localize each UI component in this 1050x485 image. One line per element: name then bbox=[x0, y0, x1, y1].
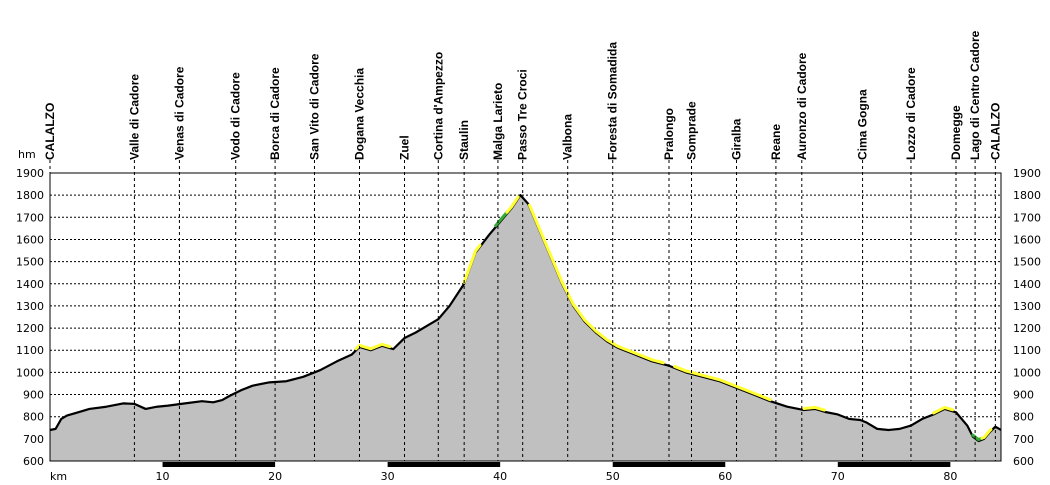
elevation-line bbox=[49, 194, 1002, 443]
y-tick-label-right: 1200 bbox=[1013, 322, 1041, 335]
km-scale-segment bbox=[387, 462, 501, 467]
y-tick-label-left: 1600 bbox=[16, 233, 44, 246]
y-tick-label-left: 1400 bbox=[16, 278, 44, 291]
place-label: Somprade bbox=[685, 101, 699, 160]
y-axis-unit-label: hm bbox=[18, 148, 36, 161]
climb-segment bbox=[673, 364, 772, 402]
x-tick-label: 10 bbox=[156, 470, 170, 483]
place-label: Vodo di Cadore bbox=[229, 72, 243, 160]
climb-segment bbox=[931, 405, 955, 415]
km-scale-segment bbox=[612, 462, 726, 467]
y-tick-label-left: 1700 bbox=[16, 211, 44, 224]
place-label: Borca di Cadore bbox=[268, 67, 282, 160]
y-tick-label-right: 1700 bbox=[1013, 211, 1041, 224]
y-tick-label-left: 1200 bbox=[16, 322, 44, 335]
place-label: Cima Gogna bbox=[856, 89, 870, 160]
x-tick-label: 70 bbox=[831, 470, 845, 483]
place-label: Venas di Cadore bbox=[172, 66, 186, 160]
place-label: Lago di Centro Cadore bbox=[968, 30, 982, 160]
y-tick-label-left: 700 bbox=[23, 433, 44, 446]
y-tick-label-right: 1600 bbox=[1013, 233, 1041, 246]
y-tick-label-right: 1000 bbox=[1013, 366, 1041, 379]
y-tick-label-left: 600 bbox=[23, 455, 44, 468]
chart-axes: 600 600 700 700 800 800 900 900 1000 1000 1100 1100… bbox=[16, 167, 1041, 483]
x-tick-label: 40 bbox=[493, 470, 507, 483]
x-tick-label: 30 bbox=[381, 470, 395, 483]
place-label: Cortina d'Ampezzo bbox=[431, 52, 445, 160]
y-tick-label-right: 700 bbox=[1013, 433, 1034, 446]
place-label: Pralongo bbox=[662, 108, 676, 160]
y-tick-label-left: 1900 bbox=[16, 167, 44, 180]
place-label: Staulin bbox=[457, 120, 471, 160]
y-tick-label-right: 900 bbox=[1013, 389, 1034, 402]
y-tick-label-right: 600 bbox=[1013, 455, 1034, 468]
y-tick-label-left: 800 bbox=[23, 411, 44, 424]
x-tick-label: 80 bbox=[943, 470, 957, 483]
x-tick-label: 50 bbox=[606, 470, 620, 483]
y-tick-label-left: 1000 bbox=[16, 366, 44, 379]
y-tick-label-right: 1300 bbox=[1013, 300, 1041, 313]
y-tick-label-right: 1500 bbox=[1013, 256, 1041, 269]
elevation-area bbox=[49, 194, 1002, 461]
km-scale-segment bbox=[837, 462, 951, 467]
climb-segment bbox=[980, 428, 993, 440]
y-tick-label-right: 800 bbox=[1013, 411, 1034, 424]
x-tick-label: 20 bbox=[268, 470, 282, 483]
place-label: Zuel bbox=[398, 135, 412, 160]
y-tick-label-left: 900 bbox=[23, 389, 44, 402]
place-label: Auronzo di Cadore bbox=[795, 52, 809, 160]
y-tick-label-right: 1100 bbox=[1013, 344, 1041, 357]
place-labels: CALALZO Valle di Cadore Venas di Cadore Vod… bbox=[43, 30, 1002, 461]
climb-segment bbox=[527, 203, 665, 365]
elevation-fill bbox=[50, 195, 1001, 461]
place-label: Lozzo di Cadore bbox=[904, 67, 918, 160]
y-tick-label-right: 1900 bbox=[1013, 167, 1041, 180]
place-label: CALALZO bbox=[43, 103, 57, 160]
y-tick-label-right: 1400 bbox=[1013, 278, 1041, 291]
place-label: Valbona bbox=[561, 114, 575, 160]
y-tick-label-left: 1100 bbox=[16, 344, 44, 357]
place-label: Foresta di Somadida bbox=[606, 42, 620, 160]
climb-segment bbox=[802, 405, 826, 412]
place-label: Passo Tre Croci bbox=[516, 69, 530, 160]
climb-segment bbox=[505, 195, 520, 214]
place-label: Valle di Cadore bbox=[127, 74, 141, 160]
km-scale-segment bbox=[162, 462, 276, 467]
x-axis-unit-label: km bbox=[50, 470, 67, 483]
climb-segment bbox=[354, 342, 392, 351]
flat-segment bbox=[494, 210, 509, 228]
y-tick-label-left: 1500 bbox=[16, 256, 44, 269]
y-tick-label-right: 1800 bbox=[1013, 189, 1041, 202]
place-label: CALALZO bbox=[988, 103, 1002, 160]
y-tick-label-left: 1300 bbox=[16, 300, 44, 313]
climb-segment bbox=[462, 243, 482, 284]
place-label: Giralba bbox=[730, 118, 744, 160]
y-tick-label-left: 1800 bbox=[16, 189, 44, 202]
x-tick-label: 60 bbox=[718, 470, 732, 483]
place-label: San Vito di Cadore bbox=[307, 53, 321, 160]
place-label: Domegge bbox=[949, 105, 963, 160]
place-label: Dogana Vecchia bbox=[352, 68, 366, 160]
place-label: Reane bbox=[769, 124, 783, 160]
place-label: Malga Larieto bbox=[491, 83, 505, 160]
